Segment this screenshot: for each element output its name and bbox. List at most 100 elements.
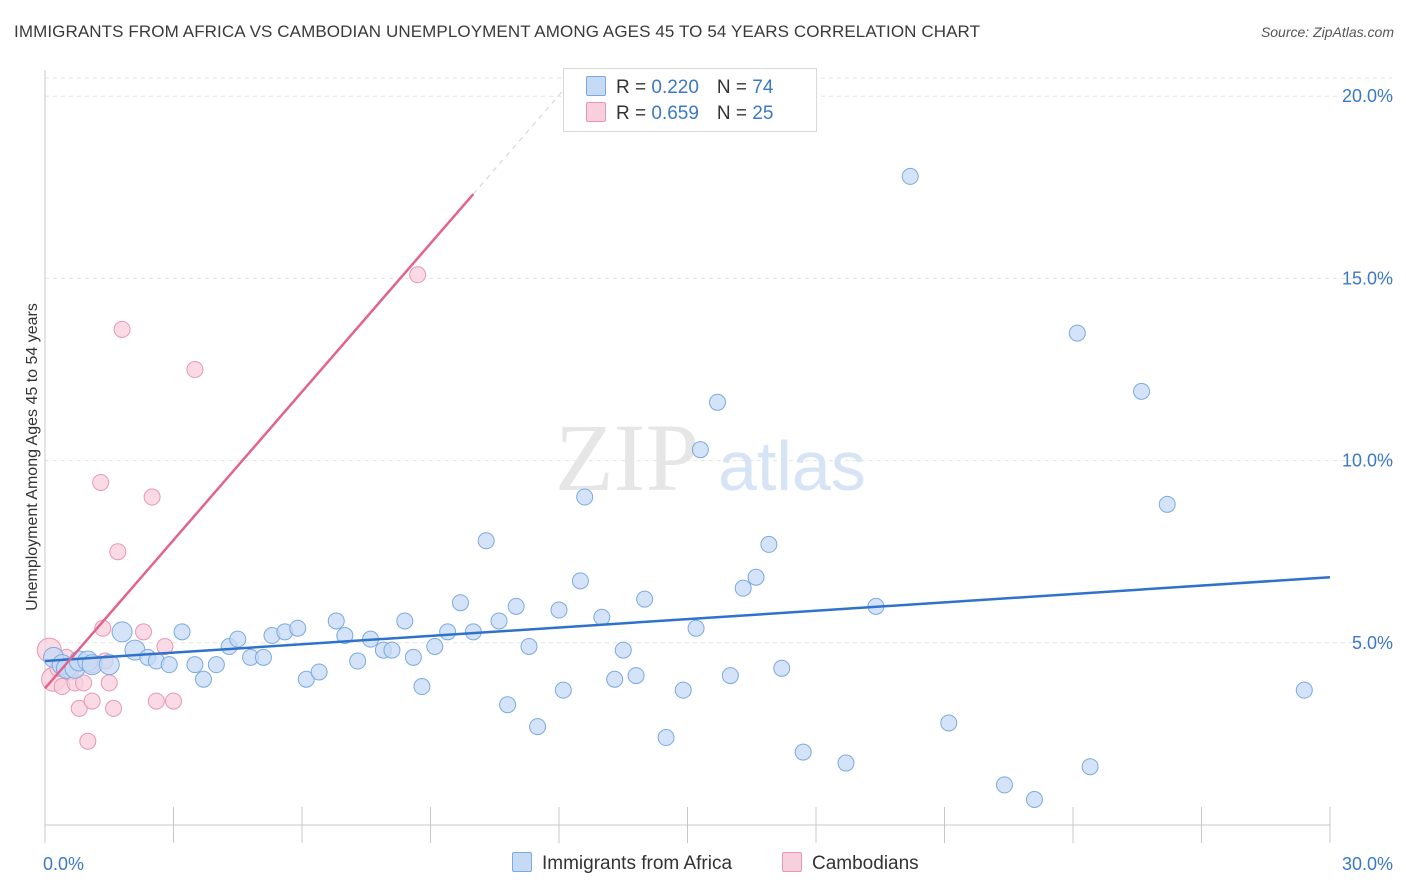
point-africa <box>404 648 422 666</box>
point-africa <box>554 681 572 699</box>
point-africa <box>207 656 225 674</box>
trend-line-cambodians <box>44 193 475 690</box>
legend-swatch-pink <box>586 102 606 122</box>
legend-r-label: R = <box>616 103 652 124</box>
trend-line-cambodians-extension <box>472 84 569 195</box>
axes <box>44 70 1331 843</box>
legend-swatch-blue <box>586 76 606 96</box>
point-cambodians <box>147 692 165 710</box>
point-africa <box>186 656 204 674</box>
point-africa <box>708 393 726 411</box>
point-africa <box>747 568 765 586</box>
point-africa <box>160 656 178 674</box>
point-africa <box>571 572 589 590</box>
point-africa <box>1158 495 1176 513</box>
grid-lines <box>45 77 1392 644</box>
point-africa <box>529 718 547 736</box>
point-cambodians <box>135 623 153 641</box>
source-credit: Source: ZipAtlas.com <box>1260 24 1394 40</box>
trend-line-africa <box>44 575 1331 663</box>
legend-n-label: N = <box>716 77 753 98</box>
point-africa <box>1068 324 1086 342</box>
point-africa <box>691 441 709 459</box>
x-tick-label: 30.0% <box>1342 854 1393 874</box>
point-cambodians <box>75 674 93 692</box>
point-africa <box>550 601 568 619</box>
x-tick-label: 0.0% <box>43 854 84 874</box>
point-africa <box>310 663 328 681</box>
legend-r-label: R = <box>616 77 652 98</box>
point-africa <box>451 594 469 612</box>
point-africa <box>1295 681 1313 699</box>
point-africa <box>794 743 812 761</box>
point-africa <box>439 623 457 641</box>
legend-n-value-pink: 25 <box>752 103 774 124</box>
watermark: ZIP atlas <box>555 404 866 511</box>
point-cambodians <box>186 361 204 379</box>
point-africa <box>606 670 624 688</box>
point-africa <box>721 667 739 685</box>
legend: R = 0.220 N = 74 R = 0.659 N = 25 <box>563 68 817 132</box>
y-tick-label: 15.0% <box>1342 268 1393 288</box>
bottom-legend-label-africa: Immigrants from Africa <box>542 853 733 874</box>
point-africa <box>995 776 1013 794</box>
point-africa <box>254 648 272 666</box>
point-africa <box>194 670 212 688</box>
chart-title: IMMIGRANTS FROM AFRICA VS CAMBODIAN UNEM… <box>14 22 981 41</box>
bottom-legend-item-africa[interactable]: Immigrants from Africa <box>512 852 732 875</box>
series-immigrants-from-africa <box>43 167 1313 808</box>
point-africa <box>837 754 855 772</box>
point-cambodians <box>83 692 101 710</box>
point-africa <box>901 167 919 185</box>
point-cambodians <box>100 674 118 692</box>
point-africa <box>636 590 654 608</box>
series-cambodians <box>36 266 427 750</box>
point-cambodians <box>92 473 110 491</box>
point-africa <box>499 696 517 714</box>
point-africa <box>674 681 692 699</box>
point-africa <box>1133 382 1151 400</box>
point-cambodians <box>109 543 127 561</box>
point-africa <box>98 654 120 676</box>
legend-n-value-blue: 74 <box>752 77 774 98</box>
y-axis-label: Unemployment Among Ages 45 to 54 years <box>24 303 41 611</box>
point-cambodians <box>105 699 123 717</box>
point-africa <box>734 579 752 597</box>
point-africa <box>229 630 247 648</box>
bottom-legend-swatch-pink <box>782 852 802 872</box>
point-africa <box>593 608 611 626</box>
point-cambodians <box>70 699 88 717</box>
y-tick-label: 10.0% <box>1342 451 1393 471</box>
point-cambodians <box>409 266 427 284</box>
point-africa <box>520 637 538 655</box>
point-africa <box>173 623 191 641</box>
point-africa <box>111 621 133 643</box>
point-cambodians <box>113 320 131 338</box>
point-africa <box>627 667 645 685</box>
point-cambodians <box>143 488 161 506</box>
point-cambodians <box>79 732 97 750</box>
bottom-legend-item-cambodians[interactable]: Cambodians <box>782 852 919 875</box>
legend-n-label: N = <box>716 103 753 124</box>
bottom-legend: Immigrants from Africa Cambodians <box>0 852 1406 876</box>
legend-row-blue: R = 0.220 N = 74 <box>586 76 773 100</box>
legend-r-value-pink: 0.659 <box>651 103 699 124</box>
point-africa <box>1025 790 1043 808</box>
point-africa <box>687 619 705 637</box>
y-tick-label: 20.0% <box>1342 86 1393 106</box>
tick-labels: 5.0% 10.0% 15.0% 20.0% 0.0% 30.0% <box>43 86 1393 874</box>
point-africa <box>773 659 791 677</box>
legend-row-pink: R = 0.659 N = 25 <box>586 102 773 126</box>
point-africa <box>327 612 345 630</box>
point-africa <box>1081 758 1099 776</box>
point-africa <box>289 619 307 637</box>
point-africa <box>383 641 401 659</box>
watermark-atlas: atlas <box>718 427 866 505</box>
trend-lines <box>44 84 1331 690</box>
point-africa <box>760 535 778 553</box>
point-africa <box>349 652 367 670</box>
point-africa <box>507 597 525 615</box>
point-africa <box>336 627 354 645</box>
point-cambodians <box>165 692 182 710</box>
